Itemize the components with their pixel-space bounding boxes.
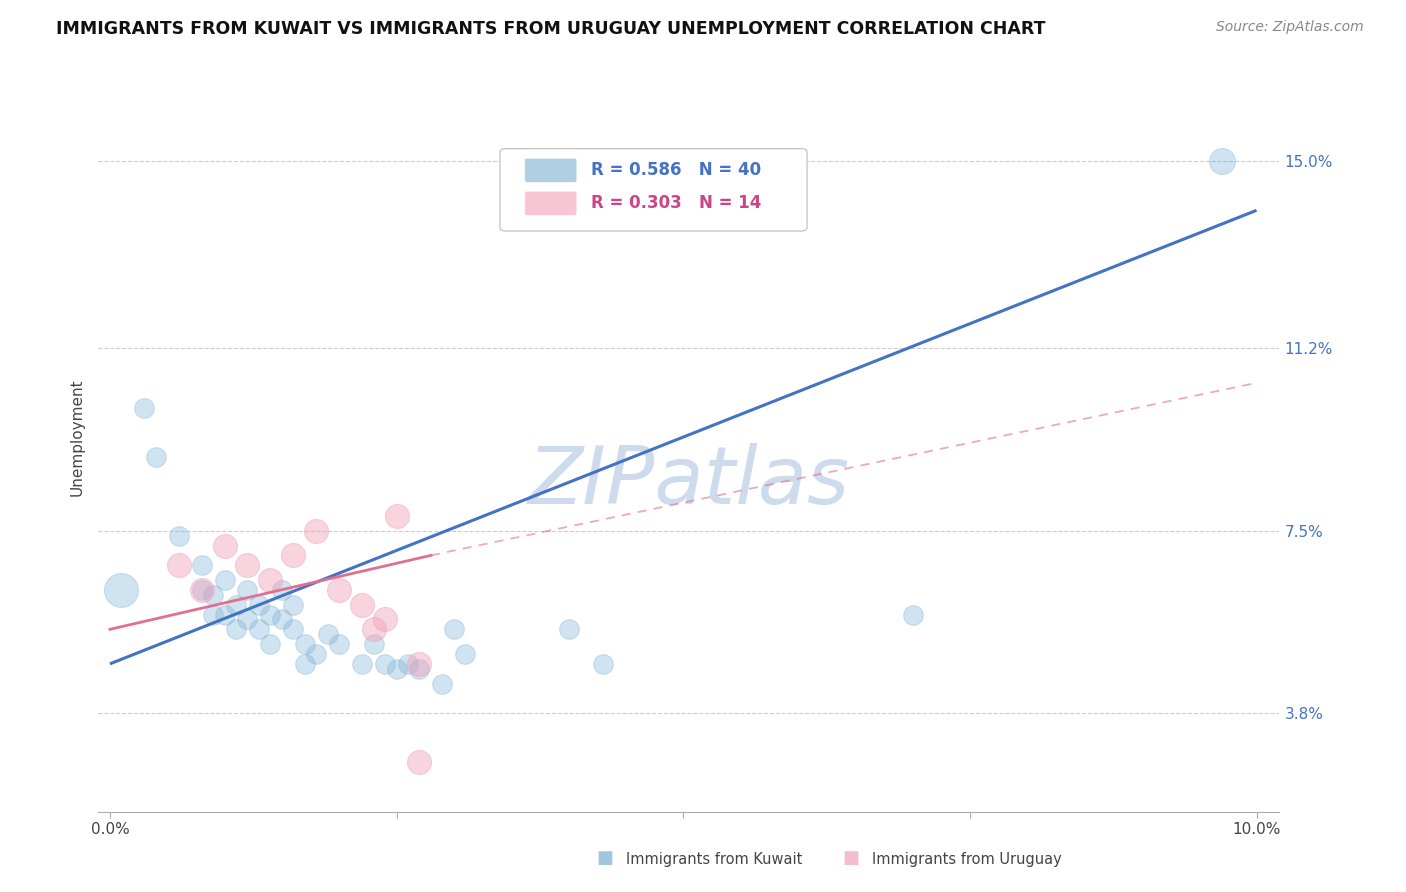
Text: IMMIGRANTS FROM KUWAIT VS IMMIGRANTS FROM URUGUAY UNEMPLOYMENT CORRELATION CHART: IMMIGRANTS FROM KUWAIT VS IMMIGRANTS FRO… [56, 20, 1046, 37]
Text: R = 0.303   N = 14: R = 0.303 N = 14 [591, 194, 761, 212]
Point [236, 612, 259, 626]
Point [363, 637, 385, 651]
Point [190, 558, 212, 573]
Point [396, 657, 419, 671]
Point [408, 662, 430, 676]
Point [557, 623, 579, 637]
Point [352, 657, 374, 671]
Point [294, 637, 316, 651]
Point [352, 598, 374, 612]
Text: ■: ■ [596, 849, 613, 867]
Point [236, 558, 259, 573]
Point [247, 623, 270, 637]
Point [283, 549, 305, 563]
Point [305, 524, 328, 538]
FancyBboxPatch shape [524, 191, 576, 215]
Point [408, 657, 430, 671]
Point [145, 450, 167, 464]
FancyBboxPatch shape [524, 159, 576, 182]
Text: Immigrants from Kuwait: Immigrants from Kuwait [626, 852, 801, 867]
Point [328, 637, 350, 651]
Text: R = 0.586   N = 40: R = 0.586 N = 40 [591, 161, 761, 179]
Point [901, 607, 924, 622]
Point [374, 657, 396, 671]
Point [202, 588, 225, 602]
Text: Source: ZipAtlas.com: Source: ZipAtlas.com [1216, 20, 1364, 34]
Point [374, 612, 396, 626]
Point [592, 657, 614, 671]
Point [270, 612, 292, 626]
Point [1211, 154, 1233, 169]
Point [283, 598, 305, 612]
Point [259, 607, 281, 622]
Point [385, 508, 408, 523]
Point [408, 756, 430, 770]
Text: Immigrants from Uruguay: Immigrants from Uruguay [872, 852, 1062, 867]
Point [134, 401, 156, 415]
Point [259, 637, 281, 651]
Point [214, 607, 236, 622]
Text: ■: ■ [842, 849, 859, 867]
Point [202, 607, 225, 622]
Point [454, 647, 477, 661]
Point [225, 623, 247, 637]
Point [385, 662, 408, 676]
Point [214, 573, 236, 587]
Point [259, 573, 281, 587]
Point [190, 582, 212, 597]
Point [294, 657, 316, 671]
Point [167, 558, 190, 573]
Point [432, 676, 454, 690]
Point [283, 623, 305, 637]
Point [316, 627, 339, 641]
Point [236, 582, 259, 597]
Point [225, 598, 247, 612]
Point [328, 582, 350, 597]
Text: ZIPatlas: ZIPatlas [527, 443, 851, 521]
Point [270, 582, 292, 597]
FancyBboxPatch shape [501, 149, 807, 231]
Y-axis label: Unemployment: Unemployment [69, 378, 84, 496]
Point [190, 582, 212, 597]
Point [305, 647, 328, 661]
Point [443, 623, 465, 637]
Point [110, 582, 132, 597]
Point [363, 623, 385, 637]
Point [167, 529, 190, 543]
Point [214, 539, 236, 553]
Point [247, 598, 270, 612]
